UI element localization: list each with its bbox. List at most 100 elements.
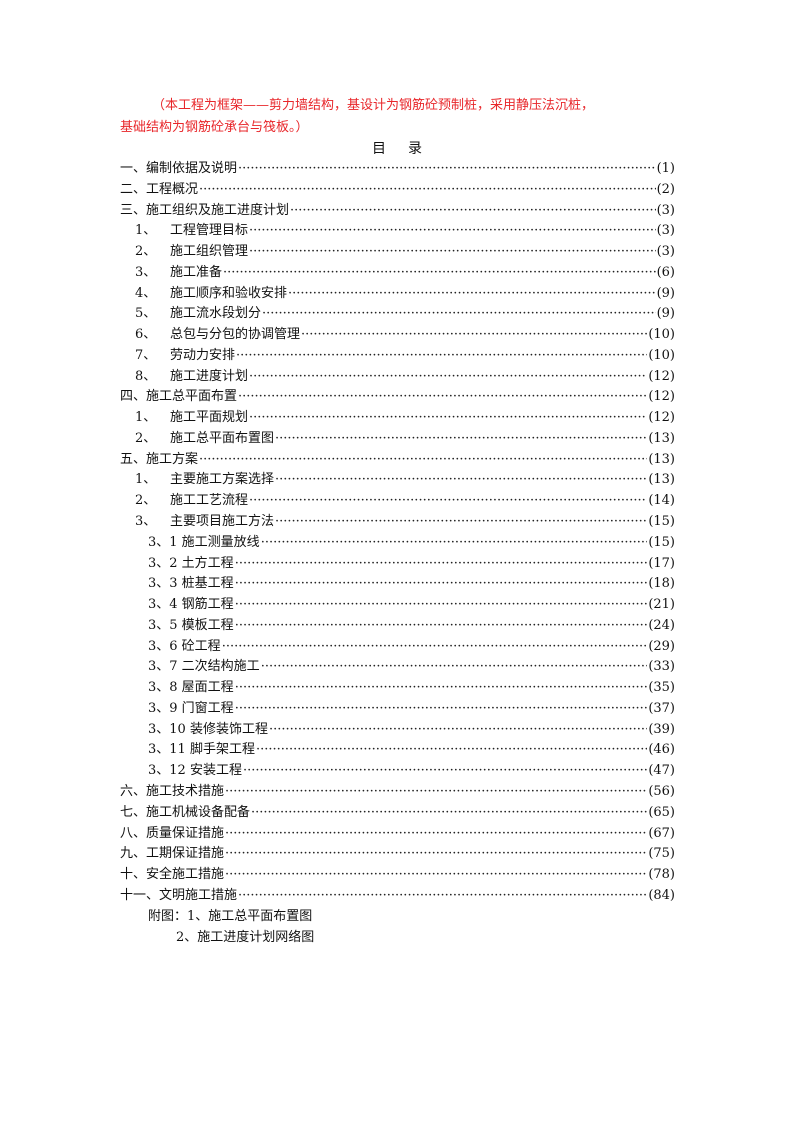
dot-leader xyxy=(275,470,647,491)
toc-entry-title: 总包与分包的协调管理 xyxy=(170,327,301,343)
dot-leader xyxy=(238,886,647,907)
toc-entry-page: (46) xyxy=(648,742,675,758)
toc-entry[interactable]: 3、施工准备 (6) xyxy=(120,263,675,284)
dot-leader xyxy=(275,429,647,450)
toc-entry-number: 4、 xyxy=(135,285,157,301)
toc-entry-title: 主要施工方案选择 xyxy=(170,472,275,488)
toc-entry[interactable]: 8、施工进度计划 (12) xyxy=(120,367,675,388)
toc-entry-number: 6、 xyxy=(135,327,157,343)
toc-entry[interactable]: 一、编制依据及说明 (1) xyxy=(120,159,675,180)
toc-entry-title: 二、工程概况 xyxy=(120,181,199,197)
toc-entry-page: (3) xyxy=(656,223,675,239)
dot-leader xyxy=(249,491,647,512)
toc-entry[interactable]: 3、11 脚手架工程 (46) xyxy=(120,740,675,761)
dot-leader xyxy=(225,844,647,865)
toc-entry[interactable]: 1、施工平面规划 (12) xyxy=(120,408,675,429)
toc-entry[interactable]: 九、工期保证措施 (75) xyxy=(120,844,675,865)
toc-entry-page: (14) xyxy=(648,493,675,509)
toc-entry-number: 7、 xyxy=(135,347,157,363)
toc-entry-title: 3、8 屋面工程 xyxy=(148,680,234,696)
toc-entry-page: (33) xyxy=(648,659,675,675)
toc-entry-title: 一、编制依据及说明 xyxy=(120,161,238,176)
toc-entry-title: 九、工期保证措施 xyxy=(120,846,225,862)
project-note: （本工程为框架——剪力墙结构，基设计为钢筋砼预制桩，采用静压法沉桩， 基础结构为… xyxy=(120,95,680,139)
toc-entry[interactable]: 二、工程概况 (2) xyxy=(120,180,675,201)
toc-entry[interactable]: 三、施工组织及施工进度计划 (3) xyxy=(120,201,675,222)
toc-entry[interactable]: 五、施工方案 (13) xyxy=(120,450,675,471)
dot-leader xyxy=(256,740,647,761)
toc-entry[interactable]: 3、2 土方工程 (17) xyxy=(120,554,675,575)
toc-title-char: 目 xyxy=(372,141,386,157)
toc-entry[interactable]: 七、施工机械设备配备 (65) xyxy=(120,803,675,824)
toc-entry[interactable]: 十一、文明施工措施 (84) xyxy=(120,886,675,907)
toc-entry[interactable]: 2、施工工艺流程 (14) xyxy=(120,491,675,512)
toc-entry[interactable]: 3、主要项目施工方法 (15) xyxy=(120,512,675,533)
toc-entry-title: 四、施工总平面布置 xyxy=(120,389,238,405)
toc-entry[interactable]: 3、8 屋面工程 (35) xyxy=(120,678,675,699)
toc-entry[interactable]: 1、主要施工方案选择 (13) xyxy=(120,470,675,491)
toc-entry[interactable]: 7、劳动力安排 (10) xyxy=(120,346,675,367)
toc-entry-page: (15) xyxy=(648,534,675,550)
toc-entry[interactable]: 5、施工流水段划分 (9) xyxy=(120,304,675,325)
toc-entry-title: 3、2 土方工程 xyxy=(148,555,234,571)
toc-entry-page: (15) xyxy=(648,514,675,530)
toc-entry-page: (10) xyxy=(648,347,675,363)
toc-entry[interactable]: 3、6 砼工程 (29) xyxy=(120,637,675,658)
toc-entry-number: 2、 xyxy=(135,244,157,260)
toc-entry-title: 3、5 模板工程 xyxy=(148,617,234,633)
dot-leader xyxy=(236,346,647,367)
toc-entry-title: 工程管理目标 xyxy=(170,223,249,239)
toc-entry[interactable]: 3、10 装修装饰工程 (39) xyxy=(120,720,675,741)
toc-entry-number: 8、 xyxy=(135,368,157,384)
dot-leader xyxy=(288,284,656,305)
toc-entry[interactable]: 4、施工顺序和验收安排 (9) xyxy=(120,284,675,305)
dot-leader xyxy=(235,595,648,616)
toc-entry-page: (37) xyxy=(648,700,675,716)
dot-leader xyxy=(235,616,648,637)
toc-entry-title: 三、施工组织及施工进度计划 xyxy=(120,202,290,218)
note-line-2: 基础结构为钢筋砼承台与筏板。） xyxy=(120,120,309,135)
toc-entry-title: 3、9 门窗工程 xyxy=(148,700,234,716)
dot-leader xyxy=(199,450,647,471)
toc-entry-page: (65) xyxy=(648,804,675,820)
toc-entry[interactable]: 3、1 施工测量放线 (15) xyxy=(120,533,675,554)
toc-entry[interactable]: 八、质量保证措施 (67) xyxy=(120,824,675,845)
toc-entry[interactable]: 3、4 钢筋工程 (21) xyxy=(120,595,675,616)
toc-entry[interactable]: 3、5 模板工程 (24) xyxy=(120,616,675,637)
toc-entry[interactable]: 1、工程管理目标 (3) xyxy=(120,221,675,242)
toc-entry[interactable]: 3、7 二次结构施工 (33) xyxy=(120,657,675,678)
toc-entry-page: (39) xyxy=(648,721,675,737)
toc-entry[interactable]: 3、12 安装工程 (47) xyxy=(120,761,675,782)
dot-leader xyxy=(249,408,647,429)
toc-entry[interactable]: 十、安全施工措施 (78) xyxy=(120,865,675,886)
toc-entry-title: 十、安全施工措施 xyxy=(120,867,225,883)
toc-entry[interactable]: 6、总包与分包的协调管理 (10) xyxy=(120,325,675,346)
toc-entry-title: 3、7 二次结构施工 xyxy=(148,659,260,675)
dot-leader xyxy=(261,533,648,554)
dot-leader xyxy=(262,304,656,325)
toc-entry[interactable]: 3、9 门窗工程 (37) xyxy=(120,699,675,720)
toc-entry-page: (12) xyxy=(648,410,675,426)
toc-entry-page: (12) xyxy=(648,389,675,405)
toc-entry-title: 3、6 砼工程 xyxy=(148,638,221,654)
dot-leader xyxy=(225,865,647,886)
toc-entry-page: (10) xyxy=(648,327,675,343)
toc-entry[interactable]: 四、施工总平面布置 (12) xyxy=(120,387,675,408)
toc-entry[interactable]: 3、3 桩基工程 (18) xyxy=(120,574,675,595)
toc-entry-title: 施工总平面布置图 xyxy=(170,430,275,446)
toc-entry-title: 八、质量保证措施 xyxy=(120,825,225,841)
dot-leader xyxy=(223,263,656,284)
toc-entry-title: 十一、文明施工措施 xyxy=(120,887,238,903)
toc-entry-page: (84) xyxy=(648,887,675,903)
dot-leader xyxy=(235,678,648,699)
toc-entry-title: 施工流水段划分 xyxy=(170,306,262,322)
toc-entry[interactable]: 2、施工组织管理 (3) xyxy=(120,242,675,263)
toc-title: 目录 xyxy=(0,138,794,158)
toc-entry[interactable]: 六、施工技术措施 (56) xyxy=(120,782,675,803)
toc-entry-page: (12) xyxy=(648,368,675,384)
toc-entry-number: 3、 xyxy=(135,514,157,530)
toc-entry[interactable]: 2、施工总平面布置图 (13) xyxy=(120,429,675,450)
dot-leader xyxy=(275,512,647,533)
dot-leader xyxy=(249,242,656,263)
toc-entry-title: 施工组织管理 xyxy=(170,244,249,260)
